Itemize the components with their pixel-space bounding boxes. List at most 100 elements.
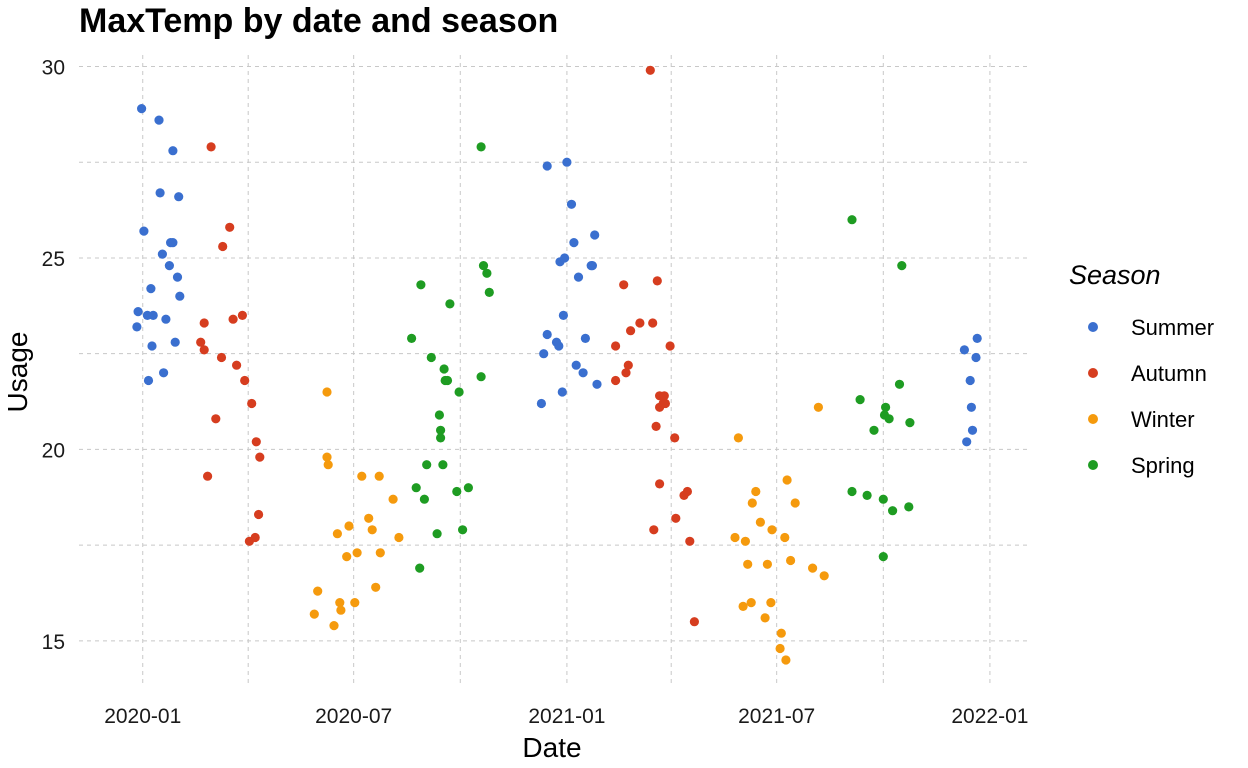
y-tick-label: 20 [42, 439, 65, 462]
chart-title: MaxTemp by date and season [79, 2, 558, 40]
y-tick-label: 25 [42, 248, 65, 271]
data-point [452, 486, 462, 497]
data-point [422, 460, 432, 470]
data-point [225, 222, 235, 232]
data-point [196, 337, 206, 347]
data-point [660, 398, 671, 409]
data-point [782, 475, 792, 485]
data-point [445, 299, 455, 309]
x-axis-title: Date [522, 732, 581, 763]
data-point [438, 460, 448, 470]
grid-lines [79, 55, 1027, 683]
data-point [569, 238, 579, 248]
data-point [313, 586, 323, 596]
data-point [439, 364, 449, 374]
data-point [557, 387, 567, 397]
data-point [415, 563, 425, 573]
data-point [536, 398, 547, 409]
data-point [161, 314, 171, 324]
data-point [659, 391, 669, 401]
data-point [651, 421, 661, 431]
data-point [168, 146, 178, 156]
data-point [670, 433, 680, 443]
data-point [762, 559, 773, 569]
data-point [904, 502, 914, 512]
data-point [542, 161, 552, 171]
data-point [375, 548, 385, 558]
x-tick-label: 2021-07 [738, 705, 815, 728]
data-point [648, 318, 658, 328]
series-spring [407, 142, 915, 573]
data-point [855, 395, 865, 405]
data-point [587, 261, 598, 271]
legend-key [1088, 368, 1098, 378]
data-point [139, 226, 149, 236]
data-point [240, 375, 250, 386]
data-point [542, 329, 552, 340]
data-point [157, 249, 167, 259]
data-point [463, 483, 473, 493]
data-point [965, 375, 975, 386]
data-point [652, 276, 662, 286]
data-point [781, 655, 791, 665]
series-autumn [196, 65, 700, 627]
data-point [755, 517, 766, 527]
data-point [966, 402, 977, 412]
data-point [884, 414, 894, 424]
data-point [869, 425, 879, 435]
data-point [168, 238, 178, 248]
legend-label: Winter [1131, 407, 1195, 432]
data-point [367, 525, 377, 535]
data-point [247, 398, 257, 409]
data-point [143, 375, 154, 386]
data-point [655, 479, 665, 489]
data-point [665, 341, 675, 351]
data-point [164, 261, 174, 271]
legend-title: Season [1069, 260, 1161, 290]
legend-key [1088, 322, 1098, 332]
data-point [132, 322, 142, 332]
data-point [364, 513, 374, 523]
data-point [357, 471, 367, 481]
data-point [432, 529, 442, 539]
data-point [436, 425, 446, 435]
data-point [146, 284, 156, 294]
series-winter [309, 387, 829, 665]
data-point [649, 525, 659, 535]
data-point [689, 617, 700, 627]
legend-label: Autumn [1131, 361, 1207, 386]
data-point [442, 375, 453, 386]
data-point [309, 609, 319, 619]
data-point [322, 387, 332, 397]
data-point [566, 199, 577, 209]
data-point [394, 532, 404, 543]
data-point [786, 555, 796, 566]
data-point [740, 536, 751, 546]
data-point [434, 410, 444, 420]
data-point [255, 452, 265, 462]
data-point [336, 605, 346, 615]
data-point [580, 333, 591, 343]
data-point [878, 552, 888, 562]
legend-item-autumn: Autumn [1088, 361, 1207, 386]
data-point [436, 433, 446, 443]
data-point [590, 230, 600, 240]
data-point [228, 314, 238, 324]
data-point [148, 310, 158, 320]
data-point [218, 241, 228, 252]
data-point [350, 598, 360, 608]
data-point [482, 268, 492, 278]
data-point [571, 360, 581, 370]
data-point [344, 521, 354, 531]
data-point [352, 548, 362, 558]
data-point [560, 253, 570, 263]
data-point [611, 341, 621, 351]
legend-label: Spring [1131, 453, 1195, 478]
data-point [738, 601, 748, 612]
data-point [342, 552, 352, 562]
data-point [592, 379, 602, 389]
data-point [573, 272, 584, 282]
data-point [484, 287, 494, 297]
data-point [254, 509, 264, 520]
